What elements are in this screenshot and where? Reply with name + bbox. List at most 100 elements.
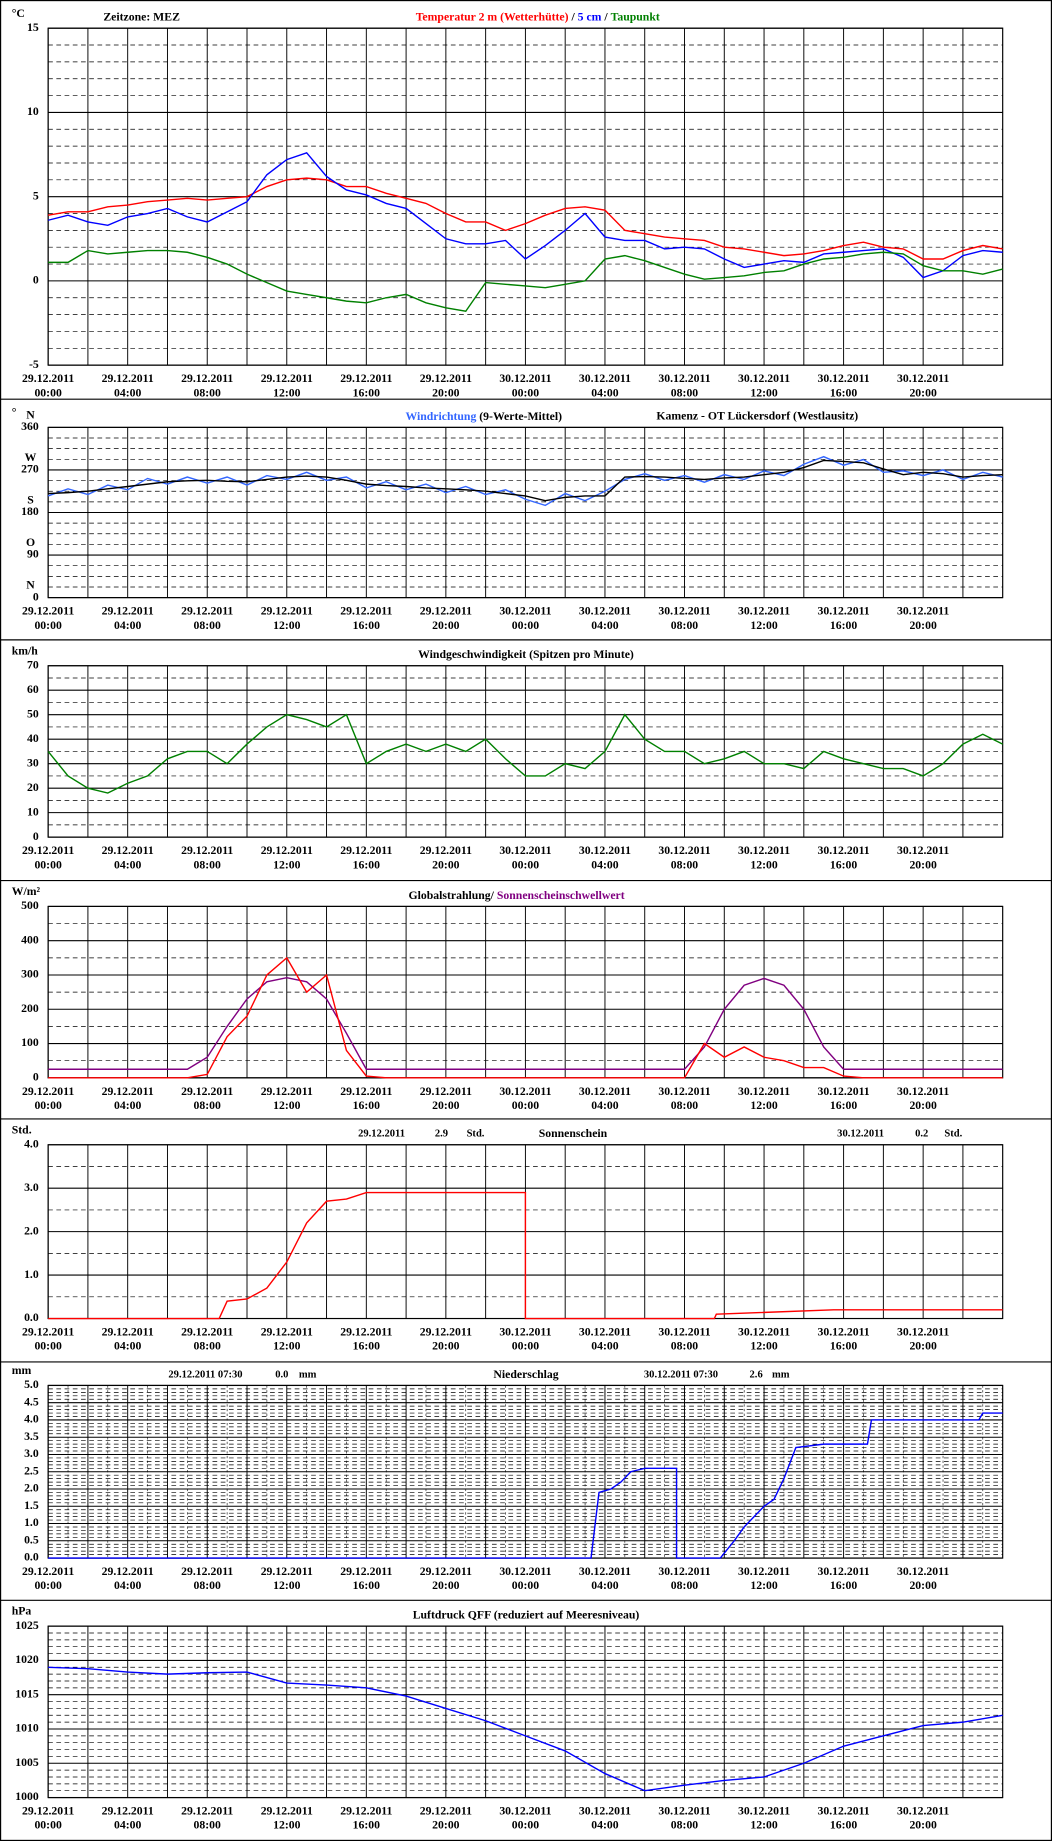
- y-tick-label: 1015: [15, 1687, 39, 1700]
- y-tick-label: 2.5: [24, 1464, 39, 1477]
- x-tick-date: 29.12.2011: [420, 372, 472, 385]
- y-tick-label: 1.0: [24, 1516, 39, 1529]
- x-tick-time: 00:00: [34, 1099, 62, 1112]
- x-tick-time: 04:00: [114, 1579, 142, 1592]
- x-tick-time: 12:00: [273, 858, 301, 871]
- x-tick-label: 29.12.2011 20:00: [420, 372, 472, 399]
- x-tick-label: 29.12.2011 08:00: [181, 1325, 233, 1352]
- x-tick-time: 00:00: [512, 1339, 540, 1352]
- x-tick-date: 29.12.2011: [261, 1085, 313, 1098]
- x-tick-date: 30.12.2011: [738, 1565, 790, 1578]
- plot-frame: [47, 27, 1004, 366]
- x-tick-time: 04:00: [591, 1099, 619, 1112]
- x-tick-time: 08:00: [671, 858, 699, 871]
- x-tick-date: 29.12.2011: [261, 1325, 313, 1338]
- x-tick-label: 29.12.2011 12:00: [261, 1804, 313, 1831]
- x-tick-time: 04:00: [591, 858, 619, 871]
- x-tick-date: 30.12.2011: [897, 372, 949, 385]
- x-tick-label: 30.12.2011 16:00: [818, 844, 870, 871]
- annotation: Std.: [467, 1129, 485, 1140]
- x-tick-label: 29.12.2011 00:00: [22, 604, 74, 631]
- x-tick-label: 30.12.2011 16:00: [818, 1085, 870, 1112]
- x-tick-date: 30.12.2011: [897, 1325, 949, 1338]
- x-tick-label: 30.12.2011 04:00: [579, 1804, 631, 1831]
- y-tick-label: 500: [21, 899, 39, 912]
- x-tick-date: 29.12.2011: [261, 1804, 313, 1817]
- x-tick-time: 08:00: [194, 1339, 222, 1352]
- x-tick-date: 29.12.2011: [340, 372, 392, 385]
- x-tick-date: 29.12.2011: [420, 1085, 472, 1098]
- x-tick-label: 29.12.2011 04:00: [102, 604, 154, 631]
- x-tick-date: 29.12.2011: [181, 1565, 233, 1578]
- annotation: 0.0: [275, 1369, 288, 1380]
- x-tick-time: 00:00: [34, 858, 62, 871]
- x-tick-label: 30.12.2011 16:00: [818, 1325, 870, 1352]
- y-unit: °: [12, 406, 17, 419]
- x-tick-label: 29.12.2011 00:00: [22, 1565, 74, 1592]
- compass-label: S: [27, 493, 34, 506]
- x-tick-label: 30.12.2011 16:00: [818, 1565, 870, 1592]
- annotation: Std.: [944, 1129, 962, 1140]
- x-tick-time: 12:00: [273, 1099, 301, 1112]
- x-tick-label: 30.12.2011 12:00: [738, 372, 790, 399]
- x-tick-time: 16:00: [830, 1099, 858, 1112]
- x-tick-date: 30.12.2011: [499, 1804, 551, 1817]
- x-tick-time: 08:00: [671, 1818, 699, 1831]
- x-tick-date: 30.12.2011: [658, 1565, 710, 1578]
- y-tick-label: 20: [27, 781, 39, 794]
- x-tick-time: 16:00: [353, 618, 381, 631]
- x-tick-time: 04:00: [114, 618, 142, 631]
- x-tick-date: 29.12.2011: [102, 1325, 154, 1338]
- data-line: [48, 177, 1003, 260]
- title-part: Windrichtung: [405, 409, 476, 422]
- y-tick-label: 180: [21, 505, 39, 518]
- title-part: 5 cm: [578, 10, 602, 23]
- x-tick-label: 29.12.2011 12:00: [261, 1565, 313, 1592]
- x-tick-date: 29.12.2011: [181, 372, 233, 385]
- y-tick-label: 1020: [15, 1653, 39, 1666]
- x-tick-label: 30.12.2011 20:00: [897, 1325, 949, 1352]
- x-tick-date: 29.12.2011: [420, 1325, 472, 1338]
- title-part: Windgeschwindigkeit (Spitzen pro Minute): [418, 648, 634, 661]
- x-tick-date: 29.12.2011: [22, 1804, 74, 1817]
- x-tick-date: 29.12.2011: [420, 1565, 472, 1578]
- x-tick-time: 12:00: [750, 858, 778, 871]
- x-tick-time: 20:00: [432, 1579, 460, 1592]
- y-tick-label: 30: [27, 756, 39, 769]
- station: Kamenz - OT Lückersdorf (Westlausitz): [656, 409, 858, 422]
- x-tick-label: 30.12.2011 08:00: [658, 372, 710, 399]
- y-unit: hPa: [12, 1605, 32, 1618]
- x-tick-label: 29.12.2011 00:00: [22, 844, 74, 871]
- x-tick-date: 29.12.2011: [340, 604, 392, 617]
- y-tick-label: 2.0: [24, 1482, 39, 1495]
- y-tick-label: 0: [33, 274, 39, 287]
- x-tick-date: 30.12.2011: [818, 604, 870, 617]
- x-tick-time: 08:00: [194, 386, 222, 399]
- x-tick-time: 08:00: [671, 618, 699, 631]
- annotation: 2.6: [750, 1369, 763, 1380]
- x-tick-date: 30.12.2011: [818, 1325, 870, 1338]
- x-tick-label: 29.12.2011 00:00: [22, 372, 74, 399]
- x-tick-time: 20:00: [909, 858, 937, 871]
- x-tick-label: 29.12.2011 08:00: [181, 844, 233, 871]
- x-tick-label: 30.12.2011 04:00: [579, 844, 631, 871]
- x-tick-label: 30.12.2011 20:00: [897, 1804, 949, 1831]
- x-tick-date: 30.12.2011: [897, 1085, 949, 1098]
- x-tick-time: 20:00: [909, 1579, 937, 1592]
- y-tick-label: 100: [21, 1036, 39, 1049]
- data-line: [48, 1666, 1003, 1792]
- x-tick-date: 30.12.2011: [818, 1804, 870, 1817]
- x-tick-time: 00:00: [34, 1339, 62, 1352]
- title-part: Sonnenscheinschwellwert: [494, 889, 625, 902]
- x-tick-date: 29.12.2011: [261, 604, 313, 617]
- plot-frame: [47, 1625, 1004, 1799]
- x-tick-time: 16:00: [830, 386, 858, 399]
- y-unit: W/m²: [12, 885, 41, 898]
- y-tick-label: 4.0: [24, 1137, 39, 1150]
- x-tick-label: 29.12.2011 12:00: [261, 844, 313, 871]
- x-tick-date: 30.12.2011: [579, 844, 631, 857]
- x-tick-label: 30.12.2011 04:00: [579, 1325, 631, 1352]
- x-tick-date: 30.12.2011: [738, 1085, 790, 1098]
- annotation: mm: [299, 1369, 317, 1380]
